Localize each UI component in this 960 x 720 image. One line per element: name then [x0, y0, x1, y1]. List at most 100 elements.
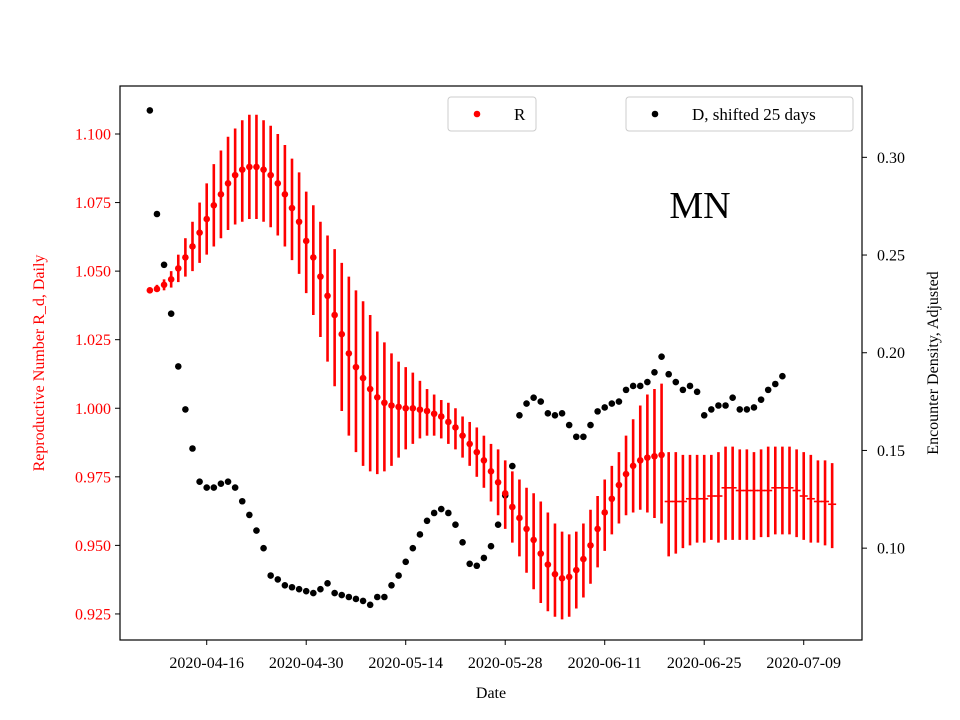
- r-point: [267, 171, 274, 179]
- legend-d-marker: [651, 110, 659, 118]
- r-series: [146, 114, 665, 620]
- right-y-axis-title: Encounter Density, Adjusted: [925, 271, 942, 454]
- r-point: [224, 180, 232, 187]
- d-point: [601, 404, 609, 411]
- r-point: [345, 350, 353, 357]
- d-point: [708, 406, 715, 413]
- d-point: [189, 445, 196, 452]
- d-point: [750, 404, 758, 411]
- r-point: [530, 536, 537, 544]
- r-point: [366, 385, 374, 393]
- d-point: [722, 402, 729, 409]
- r-point: [452, 424, 459, 431]
- r-point: [516, 514, 523, 522]
- d-point: [395, 572, 402, 579]
- left-y-tick-label: 1.025: [75, 332, 111, 349]
- r-point: [501, 489, 509, 497]
- r-point: [622, 470, 630, 478]
- r-point: [487, 468, 495, 475]
- d-point: [622, 386, 630, 394]
- left-y-tick-label: 0.950: [75, 538, 111, 555]
- d-point: [580, 433, 587, 441]
- r-point: [509, 503, 516, 511]
- d-point: [359, 597, 367, 605]
- d-point: [302, 587, 310, 595]
- r-point: [231, 171, 239, 179]
- r-point: [281, 191, 289, 198]
- d-point: [466, 560, 473, 568]
- d-point: [317, 585, 324, 593]
- r-point: [473, 448, 481, 456]
- legend-d-box: [625, 96, 854, 132]
- right-y-tick-label: 0.10: [877, 541, 905, 558]
- d-point: [267, 572, 274, 579]
- d-point: [700, 411, 708, 419]
- d-point: [764, 386, 772, 394]
- left-y-tick-label: 1.050: [75, 264, 111, 281]
- d-point: [679, 386, 687, 394]
- r-point: [466, 440, 473, 448]
- x-tick-label: 2020-05-28: [468, 655, 543, 672]
- x-axis-title: Date: [476, 685, 506, 702]
- d-point: [416, 531, 424, 538]
- r-point: [182, 254, 189, 261]
- d-point: [594, 408, 601, 415]
- r-point: [651, 452, 658, 460]
- r-point: [615, 481, 623, 489]
- r-point: [302, 237, 310, 245]
- d-point: [174, 363, 182, 370]
- r-point: [388, 402, 395, 409]
- r-point: [430, 410, 438, 418]
- d-point: [665, 370, 672, 378]
- d-point: [182, 406, 189, 413]
- d-series: [146, 107, 786, 609]
- d-point: [246, 511, 253, 519]
- right-y-axis: 0.10 0.15 0.20 0.25 0.30: [862, 150, 905, 558]
- d-point: [530, 394, 537, 401]
- d-point: [537, 398, 545, 405]
- d-point: [388, 581, 395, 589]
- r-point: [146, 287, 154, 294]
- x-tick-label: 2020-04-30: [269, 655, 344, 672]
- legend-d-label: D, shifted 25 days: [692, 105, 816, 124]
- d-point: [295, 585, 303, 593]
- r-point: [189, 243, 196, 250]
- d-point: [672, 378, 680, 386]
- d-point: [771, 380, 779, 388]
- d-point: [331, 589, 338, 597]
- right-y-tick-label: 0.20: [877, 345, 905, 362]
- d-point: [274, 576, 282, 583]
- r-point: [580, 555, 587, 563]
- x-tick-label: 2020-06-11: [568, 655, 642, 672]
- r-point: [310, 254, 317, 261]
- r-point: [608, 495, 616, 503]
- r-point: [587, 542, 594, 549]
- d-point: [409, 544, 417, 552]
- state-annotation: MN: [669, 185, 730, 227]
- r-point: [480, 457, 488, 464]
- r-point: [260, 166, 267, 173]
- d-point: [729, 394, 736, 401]
- d-point: [423, 517, 431, 525]
- r-point: [317, 273, 324, 280]
- r-point: [359, 374, 367, 382]
- d-point: [153, 210, 161, 218]
- left-y-tick-label: 1.075: [75, 195, 111, 212]
- r-point: [551, 570, 559, 578]
- d-point: [338, 591, 346, 599]
- r-point: [253, 163, 260, 171]
- d-point: [381, 593, 388, 601]
- d-point: [445, 509, 452, 517]
- r-point: [295, 218, 303, 226]
- d-point: [210, 484, 218, 491]
- d-point: [736, 406, 744, 413]
- d-point: [487, 542, 495, 550]
- d-point: [452, 521, 459, 529]
- d-point: [551, 411, 559, 419]
- r-point: [324, 292, 331, 300]
- left-y-tick-label: 1.000: [75, 401, 111, 418]
- r-point: [153, 285, 161, 293]
- d-point: [196, 478, 203, 486]
- d-point: [658, 353, 665, 360]
- d-point: [516, 411, 523, 419]
